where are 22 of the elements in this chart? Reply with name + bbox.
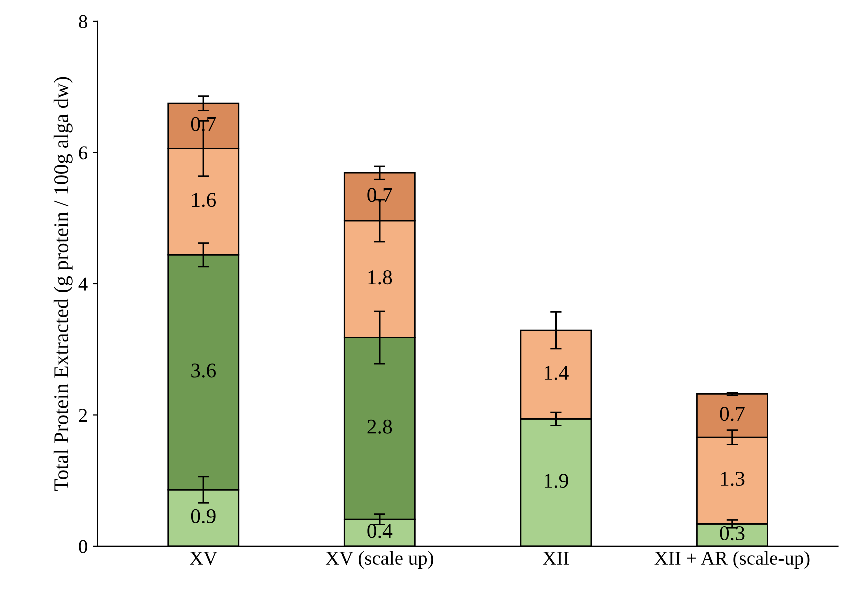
y-tick-label: 0 bbox=[79, 540, 88, 554]
x-tick-label: XII bbox=[543, 552, 569, 565]
data-label: 1.8 bbox=[368, 270, 392, 285]
data-label: 2.8 bbox=[368, 420, 392, 434]
data-label: 0.7 bbox=[368, 188, 392, 202]
data-label: 1.9 bbox=[545, 474, 568, 488]
y-tick-label: 6 bbox=[79, 146, 88, 160]
x-tick-label: XV (scale up) bbox=[326, 551, 434, 569]
y-tick-label: 8 bbox=[79, 15, 88, 28]
data-label: 0.7 bbox=[720, 407, 745, 422]
data-label: 0.3 bbox=[720, 526, 745, 541]
y-tick-label: 4 bbox=[78, 278, 88, 291]
y-tick-label: 2 bbox=[79, 409, 88, 422]
data-label: 3.6 bbox=[192, 364, 216, 378]
data-label: 0.4 bbox=[368, 524, 393, 538]
data-label: 1.3 bbox=[721, 472, 745, 486]
x-tick-label: XV bbox=[190, 552, 218, 566]
data-label: 1.6 bbox=[192, 193, 216, 208]
x-tick-label: XII + AR (scale-up) bbox=[654, 551, 810, 569]
y-axis-title: Total Protein Extracted (g protein / 100g alga dw) bbox=[54, 77, 73, 492]
data-label: 0.9 bbox=[191, 509, 216, 524]
data-label: 1.4 bbox=[545, 366, 569, 380]
